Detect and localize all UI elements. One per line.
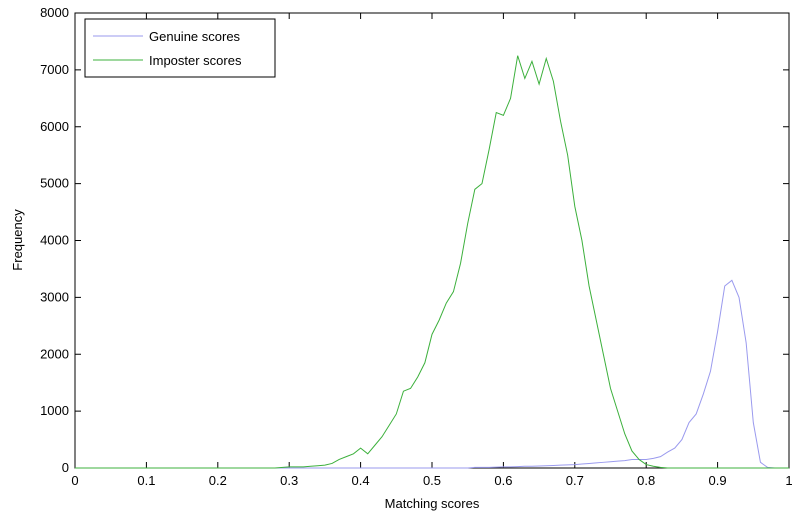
legend-box (84, 18, 276, 78)
plot-frame (74, 12, 790, 469)
series-line (75, 55, 789, 469)
y-tick-label: 3000 (40, 289, 69, 304)
x-tick-label: 0.4 (352, 473, 370, 488)
y-axis-label: Frequency (10, 209, 25, 271)
legend-label: Imposter scores (149, 53, 242, 68)
x-tick-label: 0.6 (494, 473, 512, 488)
x-tick-label: 1 (785, 473, 792, 488)
x-tick-label: 0.2 (209, 473, 227, 488)
y-tick-label: 2000 (40, 346, 69, 361)
x-tick-label: 0.1 (137, 473, 155, 488)
x-axis-label: Matching scores (385, 496, 480, 511)
x-tick-label: 0.7 (566, 473, 584, 488)
legend-label: Genuine scores (149, 29, 241, 44)
x-tick-label: 0 (71, 473, 78, 488)
y-tick-label: 4000 (40, 233, 69, 248)
y-tick-label: 6000 (40, 119, 69, 134)
x-tick-label: 0.8 (637, 473, 655, 488)
y-tick-label: 8000 (40, 5, 69, 20)
series-line (75, 279, 789, 469)
x-tick-label: 0.5 (423, 473, 441, 488)
y-tick-label: 7000 (40, 62, 69, 77)
x-tick-label: 0.3 (280, 473, 298, 488)
y-tick-label: 1000 (40, 403, 69, 418)
x-tick-label: 0.9 (709, 473, 727, 488)
y-tick-label: 0 (62, 460, 69, 475)
y-tick-label: 5000 (40, 176, 69, 191)
